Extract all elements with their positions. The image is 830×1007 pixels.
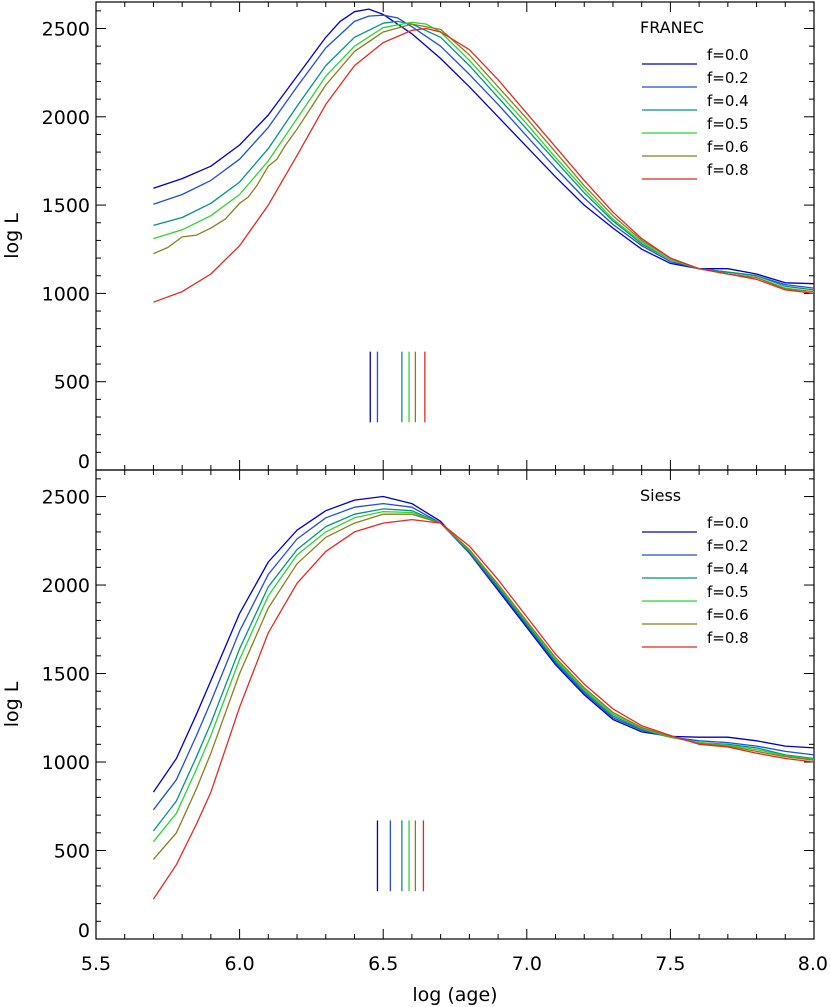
x-tick-label: 5.5 bbox=[81, 953, 111, 975]
legend-label: f=0.5 bbox=[707, 115, 749, 133]
series-line-f-0p2 bbox=[152, 502, 814, 811]
panel-siess: 0 500 1000 1500 2000 2500 5.5 6.0 6.5 7.0 7.5 8.0 lo… bbox=[1, 469, 828, 1006]
y-tick-label: 500 bbox=[54, 372, 90, 394]
x-axis-title: log (age) bbox=[412, 984, 497, 1006]
legend-label: f=0.6 bbox=[707, 138, 749, 156]
series-line-f-0p8 bbox=[152, 518, 814, 900]
y-tick-label: 0 bbox=[78, 920, 90, 942]
plot-area bbox=[152, 495, 814, 900]
plot-area bbox=[153, 8, 814, 423]
y-tick-label: 0 bbox=[78, 451, 90, 473]
plot-frame bbox=[95, 469, 815, 940]
legend-label: f=0.4 bbox=[707, 92, 749, 110]
y-tick-label: 2500 bbox=[42, 487, 90, 509]
y-axis-title: log L bbox=[1, 681, 23, 727]
series-line-f-0p6 bbox=[152, 513, 814, 860]
x-tick-label: 6.5 bbox=[368, 953, 398, 975]
legend-label: f=0.0 bbox=[707, 514, 749, 532]
legend-label: f=0.2 bbox=[707, 69, 749, 87]
x-tick-label: 7.5 bbox=[655, 953, 685, 975]
x-tick-label: 6.0 bbox=[224, 953, 254, 975]
y-tick-label: 1500 bbox=[42, 195, 90, 217]
x-tick-label: 7.0 bbox=[512, 953, 542, 975]
y-tick-label: 1500 bbox=[42, 664, 90, 686]
legend-label: f=0.6 bbox=[707, 606, 749, 624]
y-tick-label: 1000 bbox=[42, 283, 90, 305]
y-tick-label: 1000 bbox=[42, 752, 90, 774]
legend-label: f=0.8 bbox=[707, 629, 749, 647]
y-tick-label: 2000 bbox=[42, 107, 90, 129]
y-axis-title: log L bbox=[1, 213, 23, 259]
series-line-f-0p4 bbox=[152, 508, 814, 832]
panel-title: FRANEC bbox=[640, 18, 704, 37]
y-tick-label: 2000 bbox=[42, 575, 90, 597]
legend-label: f=0.2 bbox=[707, 537, 749, 555]
legend-label: f=0.4 bbox=[707, 560, 749, 578]
y-tick-label: 2500 bbox=[42, 18, 90, 40]
series-line-f-0p8 bbox=[153, 27, 814, 303]
panel-title: Siess bbox=[640, 486, 681, 505]
x-tick-label: 8.0 bbox=[798, 953, 828, 975]
legend-label: f=0.5 bbox=[707, 583, 749, 601]
y-tick-label: 500 bbox=[54, 841, 90, 863]
legend-label: f=0.0 bbox=[707, 46, 749, 64]
legend-label: f=0.8 bbox=[707, 161, 749, 179]
